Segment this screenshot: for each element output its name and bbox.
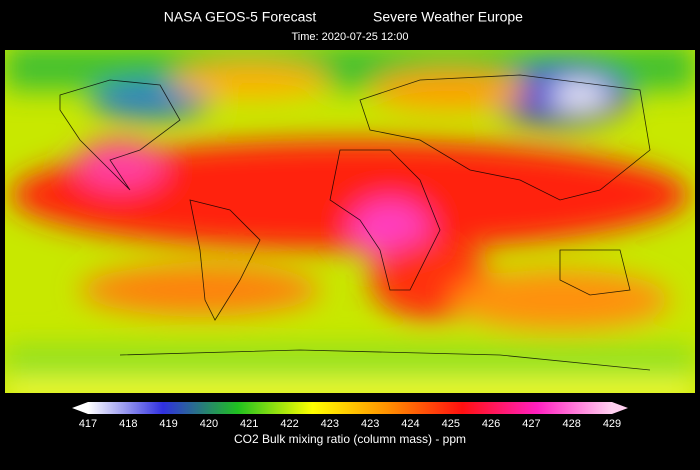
time-label: Time: 2020-07-25 12:00 [292,31,409,43]
colorbar-tick-label: 427 [522,418,540,430]
colorbar-label: CO2 Bulk mixing ratio (column mass) - pp… [234,432,466,446]
subtitle: Severe Weather Europe [373,9,523,25]
colorbar-max-arrow [612,402,628,414]
colorbar-tick-label: 425 [442,418,460,430]
colorbar-tick-label: 417 [79,418,97,430]
colorbar-tick-label: 419 [159,418,177,430]
colorbar-tick-label: 429 [603,418,621,430]
colorbar-min-arrow [72,402,88,414]
map [5,50,695,393]
colorbar-tick-label: 420 [200,418,218,430]
title: NASA GEOS-5 Forecast [164,9,317,25]
colorbar-tick-label: 422 [280,418,298,430]
colorbar-tick-label: 426 [482,418,500,430]
colorbar-tick-label: 423 [361,418,379,430]
colorbar [88,402,612,414]
colorbar-tick-label: 418 [119,418,137,430]
colorbar-tick-label: 424 [401,418,419,430]
colorbar-tick-label: 421 [240,418,258,430]
colorbar-tick-label: 423 [321,418,339,430]
colorbar-tick-label: 428 [563,418,581,430]
